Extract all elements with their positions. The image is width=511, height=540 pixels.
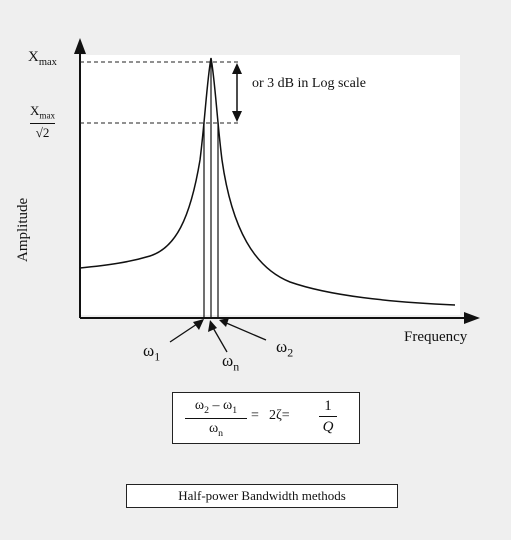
x-axis-label: Frequency: [404, 329, 468, 345]
omega2-pointer-head: [219, 318, 229, 327]
y-axis-label: Amplitude: [15, 197, 31, 262]
resonance-curve: [79, 57, 456, 306]
y-axis-arrowhead: [74, 38, 86, 54]
omegan-pointer: [211, 325, 228, 353]
db-note: or 3 dB in Log scale: [252, 76, 366, 91]
db-arrow-down-head: [232, 111, 242, 122]
omega2-label: ω2: [276, 337, 294, 360]
omega1-pointer: [169, 321, 201, 343]
omegan-label: ωn: [222, 351, 240, 374]
bandwidth-fraction: ω2 – ω1 ωn: [185, 399, 247, 438]
x-axis-arrowhead: [464, 312, 480, 324]
xmax-label: Xmax: [28, 49, 57, 68]
half-power-label: Xmax √2: [30, 103, 56, 140]
omega1-label: ω1: [143, 341, 161, 364]
omegan-pointer-head: [208, 320, 217, 332]
plot-area: [80, 55, 460, 315]
omega2-pointer: [223, 321, 267, 341]
omega1-pointer-head: [193, 319, 204, 330]
damping-term: 2ζ=: [269, 408, 290, 423]
formula-equals: =: [251, 408, 259, 423]
quality-fraction: 1 Q: [319, 399, 337, 435]
method-label: Half-power Bandwidth methods: [126, 484, 398, 508]
damping-formula-box: ω2 – ω1 ωn = 2ζ= 1 Q: [172, 392, 360, 444]
db-arrow-up-head: [232, 63, 242, 74]
